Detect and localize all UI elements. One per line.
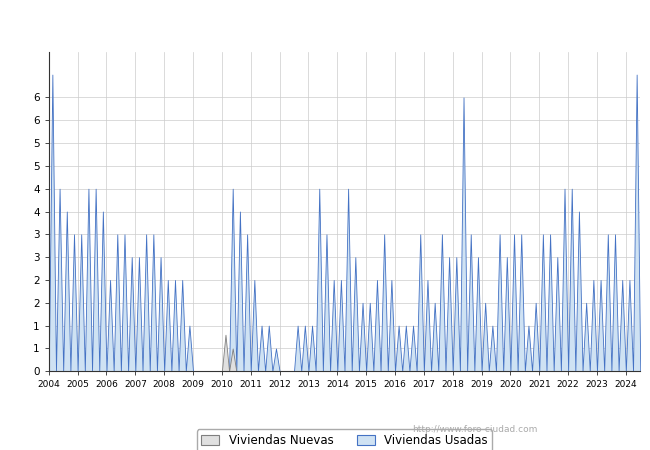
Text: http://www.foro-ciudad.com: http://www.foro-ciudad.com	[412, 425, 537, 434]
Text: Teresa de Cofrentes - Evolucion del Nº de Transacciones Inmobiliarias: Teresa de Cofrentes - Evolucion del Nº d…	[94, 17, 556, 30]
Legend: Viviendas Nuevas, Viviendas Usadas: Viviendas Nuevas, Viviendas Usadas	[197, 429, 492, 450]
